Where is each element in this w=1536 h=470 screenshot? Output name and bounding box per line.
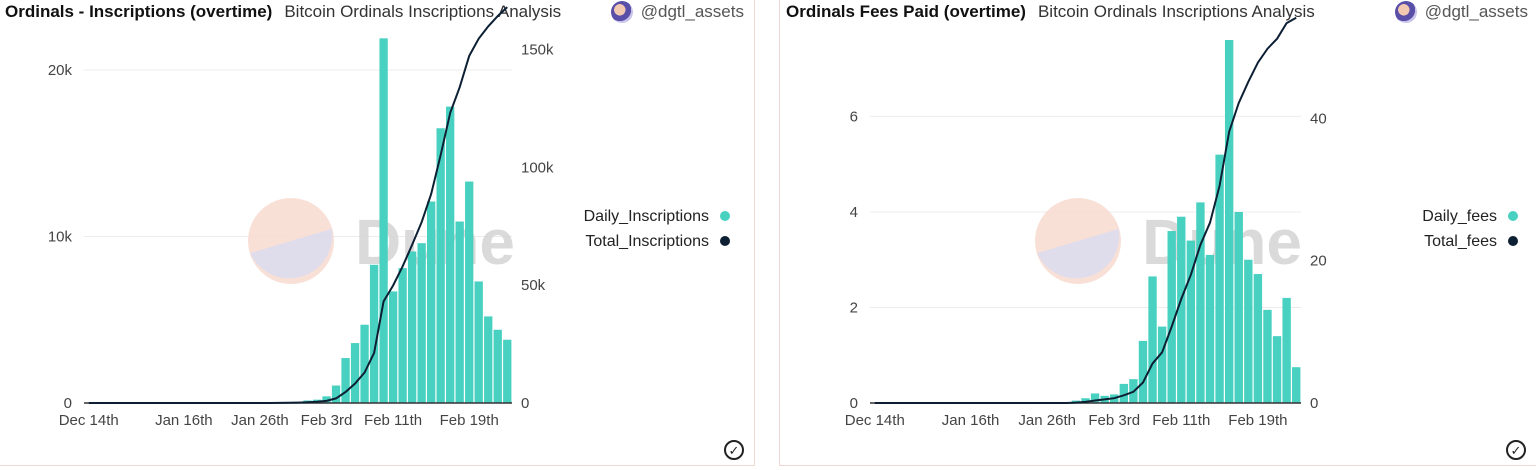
- bar: [427, 201, 436, 403]
- bar: [465, 181, 474, 403]
- chart-panel-fees: Ordinals Fees Paid (overtime) Bitcoin Or…: [779, 0, 1536, 466]
- panel-header: Ordinals - Inscriptions (overtime) Bitco…: [5, 0, 744, 24]
- bar: [1090, 393, 1100, 403]
- legend-label: Total_fees: [1424, 233, 1497, 250]
- x-tick-label: Jan 16th: [942, 412, 1000, 429]
- x-tick-label: Jan 16th: [155, 412, 213, 429]
- legend-label: Daily_Inscriptions: [584, 208, 709, 225]
- bar: [493, 329, 502, 403]
- bar: [341, 358, 350, 403]
- author-link[interactable]: @dgtl_assets: [610, 1, 744, 23]
- bar: [1167, 231, 1176, 403]
- y-tick-label-left: 20k: [48, 62, 73, 79]
- bar: [1119, 383, 1128, 403]
- x-tick-label: Feb 3rd: [1088, 412, 1140, 429]
- y-tick-label-right: 20: [1310, 253, 1327, 270]
- legend-label: Daily_fees: [1422, 208, 1497, 225]
- bar: [369, 264, 379, 403]
- x-tick-label: Jan 26th: [231, 412, 289, 429]
- watermark-logo-bottom: [1037, 228, 1120, 279]
- chart-panel-inscriptions: Ordinals - Inscriptions (overtime) Bitco…: [0, 0, 755, 466]
- bar: [388, 291, 398, 403]
- check-circle-icon: ✓: [1506, 440, 1526, 460]
- x-tick-label: Feb 19th: [1228, 412, 1287, 429]
- legend-marker: [1508, 211, 1518, 221]
- bar: [331, 385, 341, 403]
- legend-label: Total_Inscriptions: [585, 233, 709, 250]
- bar: [1253, 274, 1263, 403]
- bar: [1157, 326, 1167, 403]
- x-tick-label: Dec 14th: [59, 412, 119, 429]
- bar: [407, 251, 417, 403]
- chart-title: Ordinals Fees Paid (overtime): [786, 2, 1026, 21]
- bar: [1081, 398, 1090, 403]
- legend-marker: [720, 236, 730, 246]
- x-tick-label: Feb 11th: [364, 412, 422, 429]
- bar: [503, 339, 512, 403]
- x-tick-label: Feb 3rd: [301, 412, 353, 429]
- y-tick-label-right: 0: [1310, 395, 1318, 412]
- x-tick-label: Feb 11th: [1152, 412, 1210, 429]
- avatar-icon: [610, 1, 633, 23]
- dashboard-link[interactable]: Bitcoin Ordinals Inscriptions Analysis: [284, 2, 562, 21]
- total-line: [874, 16, 1297, 404]
- y-tick-label-right: 0: [521, 395, 529, 412]
- bar: [1244, 259, 1253, 403]
- y-tick-label-right: 150k: [521, 41, 554, 58]
- y-tick-label-left: 10k: [48, 228, 73, 245]
- x-tick-label: Dec 14th: [845, 412, 905, 429]
- y-tick-label-right: 100k: [521, 159, 554, 176]
- x-tick-label: Jan 26th: [1018, 412, 1076, 429]
- panel-header: Ordinals Fees Paid (overtime) Bitcoin Or…: [786, 0, 1528, 24]
- bar: [417, 243, 426, 403]
- bar: [1215, 154, 1224, 403]
- bar: [1272, 336, 1282, 403]
- bar: [1292, 367, 1301, 403]
- bar: [360, 324, 369, 403]
- check-circle-icon: ✓: [724, 440, 744, 460]
- bar: [1234, 211, 1243, 403]
- bar: [1224, 40, 1234, 403]
- bar: [455, 221, 464, 403]
- y-tick-label-left: 4: [850, 204, 858, 221]
- y-tick-label-left: 0: [850, 395, 858, 412]
- bar: [1205, 254, 1215, 403]
- y-tick-label-right: 50k: [521, 277, 546, 294]
- bar: [1263, 309, 1272, 403]
- author-link[interactable]: @dgtl_assets: [1394, 1, 1528, 23]
- x-tick-label: Feb 19th: [440, 412, 499, 429]
- bar: [446, 106, 455, 404]
- bar: [1186, 240, 1196, 403]
- bar: [379, 38, 388, 403]
- bar: [484, 316, 493, 403]
- bar: [350, 343, 360, 403]
- legend-marker: [720, 211, 730, 221]
- author-name: @dgtl_assets: [640, 2, 744, 21]
- y-tick-label-left: 2: [850, 299, 858, 316]
- bar: [322, 396, 331, 403]
- bar: [1282, 297, 1291, 403]
- chart-title: Ordinals - Inscriptions (overtime): [5, 2, 273, 21]
- bar: [1138, 340, 1148, 403]
- y-tick-label-left: 0: [64, 395, 72, 412]
- avatar-icon: [1394, 1, 1417, 23]
- bar: [1196, 202, 1205, 403]
- watermark-logo-bottom: [250, 228, 333, 279]
- y-tick-label-left: 6: [850, 108, 858, 125]
- bar: [436, 128, 445, 403]
- total-line: [88, 6, 508, 404]
- author-name: @dgtl_assets: [1424, 2, 1528, 21]
- dashboard-link[interactable]: Bitcoin Ordinals Inscriptions Analysis: [1037, 2, 1315, 21]
- bar: [398, 268, 407, 403]
- bar: [1148, 276, 1157, 403]
- y-tick-label-right: 40: [1310, 110, 1327, 127]
- bar: [1177, 216, 1186, 403]
- bar: [474, 281, 483, 403]
- legend-marker: [1508, 236, 1518, 246]
